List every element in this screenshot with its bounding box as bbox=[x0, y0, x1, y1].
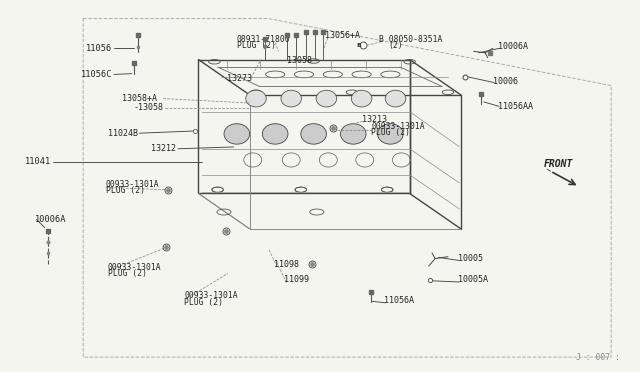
Text: 13056+A: 13056+A bbox=[325, 31, 360, 40]
Text: 11041: 11041 bbox=[25, 157, 51, 166]
Text: 11024B: 11024B bbox=[108, 129, 138, 138]
Text: 00933-1301A: 00933-1301A bbox=[371, 122, 425, 131]
Ellipse shape bbox=[316, 90, 337, 107]
Text: 11056AA: 11056AA bbox=[498, 102, 533, 110]
Text: 11099: 11099 bbox=[284, 275, 308, 284]
Text: 11056: 11056 bbox=[86, 44, 112, 53]
Text: PLUG (2): PLUG (2) bbox=[184, 298, 223, 307]
Text: 13058: 13058 bbox=[287, 56, 312, 65]
Text: 11098: 11098 bbox=[274, 260, 299, 269]
Text: 11056C: 11056C bbox=[81, 70, 112, 79]
Text: 10005: 10005 bbox=[458, 254, 483, 263]
Text: J : 007 :: J : 007 : bbox=[576, 353, 620, 362]
Ellipse shape bbox=[301, 124, 326, 144]
Ellipse shape bbox=[262, 124, 288, 144]
Text: 10006A: 10006A bbox=[498, 42, 528, 51]
Text: 08931-71800: 08931-71800 bbox=[237, 35, 291, 44]
Ellipse shape bbox=[281, 90, 301, 107]
Ellipse shape bbox=[246, 90, 266, 107]
Text: (2): (2) bbox=[388, 41, 403, 50]
Text: B: B bbox=[356, 43, 361, 48]
Ellipse shape bbox=[378, 124, 403, 144]
Text: -13058: -13058 bbox=[133, 103, 163, 112]
Text: PLUG (2): PLUG (2) bbox=[237, 41, 276, 50]
Ellipse shape bbox=[224, 124, 250, 144]
Text: 10006A: 10006A bbox=[35, 215, 67, 224]
Ellipse shape bbox=[340, 124, 366, 144]
Text: PLUG (2): PLUG (2) bbox=[106, 186, 145, 195]
Text: B 08050-8351A: B 08050-8351A bbox=[379, 35, 442, 44]
Text: 13273: 13273 bbox=[227, 74, 252, 83]
Ellipse shape bbox=[385, 90, 406, 107]
Text: 13212: 13212 bbox=[151, 144, 176, 153]
Text: PLUG (2): PLUG (2) bbox=[371, 128, 410, 137]
Ellipse shape bbox=[351, 90, 372, 107]
Text: 11056A: 11056A bbox=[384, 296, 414, 305]
Text: 10005A: 10005A bbox=[458, 275, 488, 284]
Text: FRONT: FRONT bbox=[544, 159, 573, 169]
Text: PLUG (2): PLUG (2) bbox=[108, 269, 147, 278]
Text: 13213: 13213 bbox=[362, 115, 387, 124]
Text: 10006: 10006 bbox=[493, 77, 518, 86]
Text: 00933-1301A: 00933-1301A bbox=[184, 291, 238, 300]
Text: 00933-1301A: 00933-1301A bbox=[108, 263, 161, 272]
Text: 00933-1301A: 00933-1301A bbox=[106, 180, 159, 189]
Text: 13058+A: 13058+A bbox=[122, 94, 157, 103]
